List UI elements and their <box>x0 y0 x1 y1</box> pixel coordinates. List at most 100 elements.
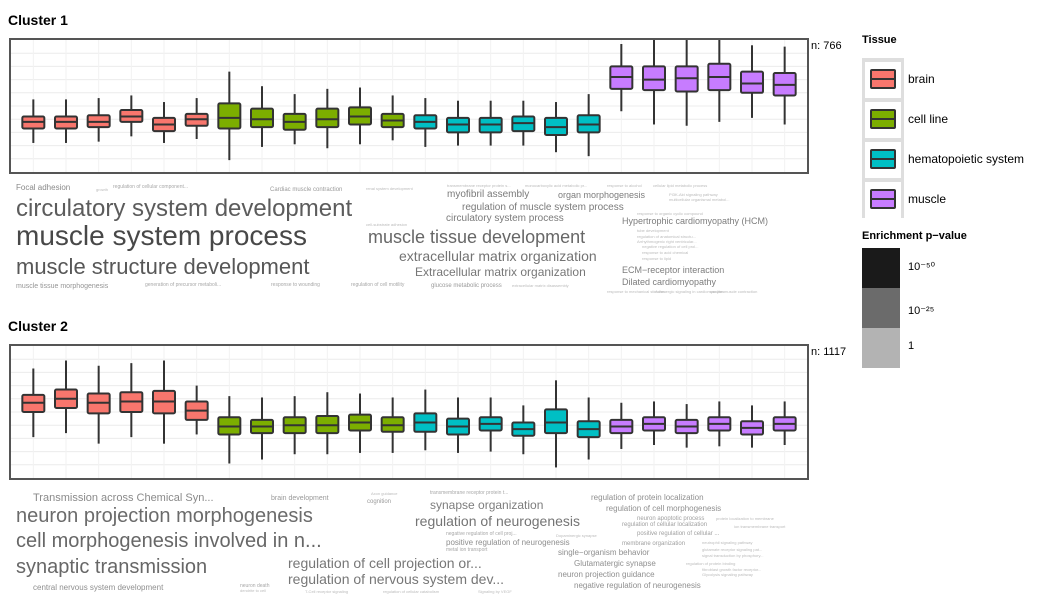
wordcloud-term: transmembrane receptor protein s... <box>447 183 511 188</box>
wordcloud-term: regulation of anatomical structu... <box>637 234 696 239</box>
legend-label-hematopoietic-system: hematopoietic system <box>908 152 1025 166</box>
box-2 <box>54 99 78 143</box>
wordcloud-term: glucose metabolic process <box>431 283 502 289</box>
box-body <box>250 107 274 129</box>
box-20 <box>642 40 666 125</box>
pvalue-legend-title: Enrichment p−value <box>862 230 967 242</box>
wordcloud-term: growth <box>96 187 109 192</box>
box-4 <box>119 363 144 438</box>
wordcloud-term: dendrite to cell <box>240 588 267 593</box>
wordcloud-term: T-Cell receptor signaling <box>305 589 349 594</box>
pvalue-label-2: 10⁻²⁵ <box>908 305 935 317</box>
wordcloud-term: myofibril assembly <box>447 189 530 200</box>
wordcloud-term: ECM−receptor interaction <box>622 265 725 275</box>
wordcloud-term: regulation of protein localization <box>591 493 704 502</box>
wordcloud-term: brain development <box>271 495 329 502</box>
cluster-1-title: Cluster 1 <box>8 12 68 28</box>
wordcloud-term: glutamate receptor signaling pat... <box>702 547 763 552</box>
wordcloud-term: negative regulation of cell proj... <box>446 531 517 537</box>
wordcloud-term: cardiac muscle contraction <box>710 289 758 294</box>
box-19 <box>609 43 634 112</box>
wordcloud-term: regulation of cellular localization <box>622 522 708 528</box>
wordcloud-term: Focal adhesion <box>16 183 71 192</box>
wordcloud-term: single−organism behavior <box>558 548 650 557</box>
wordcloud-term: Dilated cardiomyopathy <box>622 277 717 287</box>
box-18 <box>576 94 601 157</box>
box-17 <box>544 380 568 468</box>
wordcloud-term: regulation of protein binding <box>686 561 736 566</box>
cluster-2-boxplot-panel <box>9 344 809 480</box>
wordcloud-term: response to organic cyclic compound <box>637 211 703 216</box>
wordcloud-term: Cardiac muscle contraction <box>270 187 343 193</box>
wordcloud-term: muscle structure development <box>16 254 310 279</box>
wordcloud-term: generation of precursor metaboli... <box>145 282 222 288</box>
box-17 <box>544 102 568 153</box>
pvalue-swatch-3 <box>862 328 900 368</box>
wordcloud-term: muscle tissue morphogenesis <box>16 283 109 290</box>
wordcloud-term: regulation of cellular component... <box>113 184 189 190</box>
wordcloud-term: neuron death <box>240 583 270 589</box>
wordcloud-term: cellular lipid metabolic process <box>653 183 708 188</box>
wordcloud-term: response to acid chemical <box>642 250 689 255</box>
box-body <box>217 102 242 130</box>
legend-key-brain <box>865 62 901 98</box>
pvalue-swatch-1 <box>862 248 900 288</box>
wordcloud-term: Axon guidance <box>371 491 398 496</box>
wordcloud-term: Dopaminergic synapse <box>556 533 597 538</box>
box-24 <box>772 46 797 125</box>
legend-key-cell-line <box>865 102 901 138</box>
legend-label-cell-line: cell line <box>908 112 949 126</box>
box-7 <box>217 71 242 161</box>
tissue-legend-keys <box>862 58 904 218</box>
wordcloud-term: Transmission across Chemical Syn... <box>33 492 214 504</box>
box-14 <box>446 397 470 453</box>
box-21 <box>674 404 699 448</box>
wordcloud-term: synapse organization <box>430 498 544 512</box>
wordcloud-term: Hypertrophic cardiomyopathy (HCM) <box>622 216 769 226</box>
box-3 <box>86 365 111 444</box>
box-22 <box>707 40 732 122</box>
wordcloud-term: positive regulation of cellular ... <box>637 531 720 537</box>
wordcloud-term: renal system development <box>366 186 413 191</box>
box-11 <box>348 87 372 145</box>
cluster-2-title: Cluster 2 <box>8 318 68 334</box>
legend-label-muscle: muscle <box>908 192 947 206</box>
wordcloud-term: regulation of neurogenesis <box>415 513 581 529</box>
wordcloud-term: monocarboxylic acid metabolic pr... <box>525 183 588 188</box>
cluster-1-boxplot-panel <box>9 38 809 174</box>
pvalue-swatch-2 <box>862 288 900 328</box>
wordcloud-term: protein localization to membrane <box>716 516 774 521</box>
wordcloud-term: regulation of cell projection or... <box>288 555 482 571</box>
wordcloud-term: transmembrane receptor protein t... <box>430 490 509 496</box>
wordcloud-term: signal transduction by phosphory... <box>702 553 764 558</box>
pvalue-label-1: 10⁻⁵⁰ <box>908 261 936 273</box>
box-19 <box>609 402 634 449</box>
legend-box-brain <box>870 69 896 89</box>
wordcloud-term: extracellular matrix organization <box>399 248 597 264</box>
box-12 <box>380 95 405 141</box>
box-16 <box>511 405 536 455</box>
wordcloud-term: metal ion transport <box>446 547 488 553</box>
wordcloud-term: ion transmembrane transport <box>734 524 786 529</box>
box-18 <box>576 397 601 460</box>
wordcloud-term: negative regulation of neurogenesis <box>574 581 701 590</box>
legend: Tissue brain cell line hematopoietic sys… <box>862 34 1042 368</box>
wordcloud-term: synaptic transmission <box>16 556 208 578</box>
box-1 <box>21 99 46 143</box>
wordcloud-term: membrane organization <box>622 541 686 547</box>
box-10 <box>315 392 340 455</box>
box-body <box>740 70 764 94</box>
wordcloud-term: neutrophil signaling pathway <box>702 540 753 545</box>
wordcloud-term: circulatory system development <box>16 195 353 222</box>
wordcloud-term: extracellular matrix disassembly <box>512 283 569 288</box>
box-5 <box>152 360 176 444</box>
wordcloud-term: response to mechanical stimulus <box>607 289 666 294</box>
wordcloud-term: central nervous system development <box>33 583 164 592</box>
wordcloud-term: neuron apoptotic process <box>637 516 705 522</box>
box-1 <box>21 368 46 438</box>
wordcloud-term: cell-substrate adhesion <box>366 222 408 227</box>
wordcloud-term: muscle tissue development <box>368 227 586 247</box>
box-23 <box>740 45 764 118</box>
wordcloud-term: response to wounding <box>271 282 320 288</box>
wordcloud-term: tube development <box>637 228 669 233</box>
